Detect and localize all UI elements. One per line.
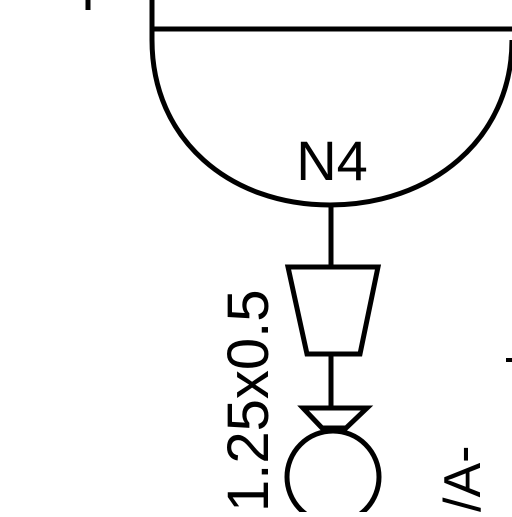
partial-right-label: /A-	[434, 446, 492, 512]
node-label: N4	[296, 129, 368, 192]
valve-body-symbol[interactable]	[284, 428, 382, 517]
valve-cap-symbol	[297, 405, 374, 431]
reducer-symbol[interactable]	[284, 264, 382, 357]
vessel-bottom-head	[149, 0, 512, 208]
pipe-size-label: 1.25x0.5	[216, 289, 281, 512]
